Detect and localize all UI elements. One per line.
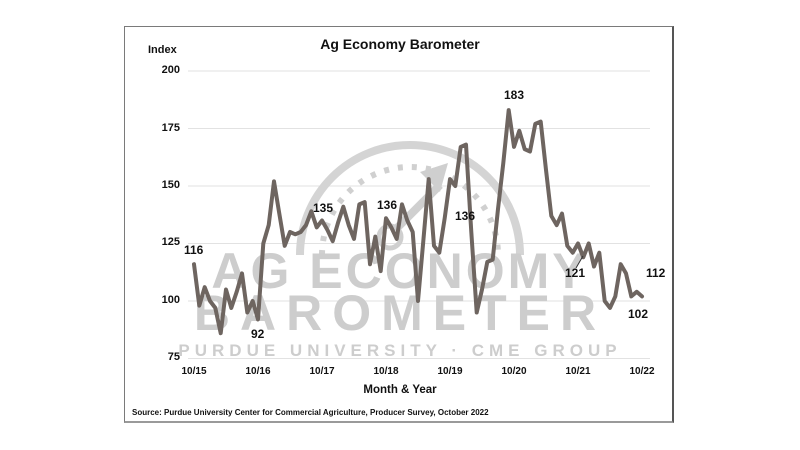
barometer-line xyxy=(192,108,644,336)
x-tick-10-18: 10/18 xyxy=(373,366,399,377)
x-tick-10-15: 10/15 xyxy=(181,366,207,377)
annotation-136-2019: 136 xyxy=(455,209,476,223)
annotation-136-2018: 136 xyxy=(377,198,398,212)
annotation-leader-121 xyxy=(575,255,584,269)
y-tick-150: 150 xyxy=(161,179,180,191)
annotation-183: 183 xyxy=(504,88,525,102)
annotation-92: 92 xyxy=(251,327,265,341)
source-note: Source: Purdue University Center for Com… xyxy=(132,408,489,417)
annotation-112: 112 xyxy=(646,266,666,280)
annotation-116: 116 xyxy=(184,243,204,257)
annotation-135: 135 xyxy=(313,201,334,215)
chart-title: Ag Economy Barometer xyxy=(320,36,480,52)
y-tick-100: 100 xyxy=(161,294,180,306)
x-axis-label: Month & Year xyxy=(363,384,437,396)
y-tick-200: 200 xyxy=(161,64,180,76)
y-tick-75: 75 xyxy=(167,351,180,363)
svg-text:PURDUE UNIVERSITY · CME GROU: PURDUE UNIVERSITY · CME GROUP xyxy=(178,341,621,360)
x-tick-10-19: 10/19 xyxy=(437,366,463,377)
annotation-102: 102 xyxy=(628,307,649,321)
y-tick-175: 175 xyxy=(161,122,180,134)
x-tick-10-17: 10/17 xyxy=(309,366,335,377)
svg-text:AG ECONOMY: AG ECONOMY xyxy=(211,243,588,299)
y-axis-label: Index xyxy=(148,44,177,56)
x-tick-10-22: 10/22 xyxy=(629,366,655,377)
x-tick-10-21: 10/21 xyxy=(565,366,591,377)
x-tick-10-20: 10/20 xyxy=(501,366,527,377)
annotation-121: 121 xyxy=(565,266,586,280)
x-tick-10-16: 10/16 xyxy=(245,366,271,377)
y-tick-125: 125 xyxy=(161,236,180,248)
